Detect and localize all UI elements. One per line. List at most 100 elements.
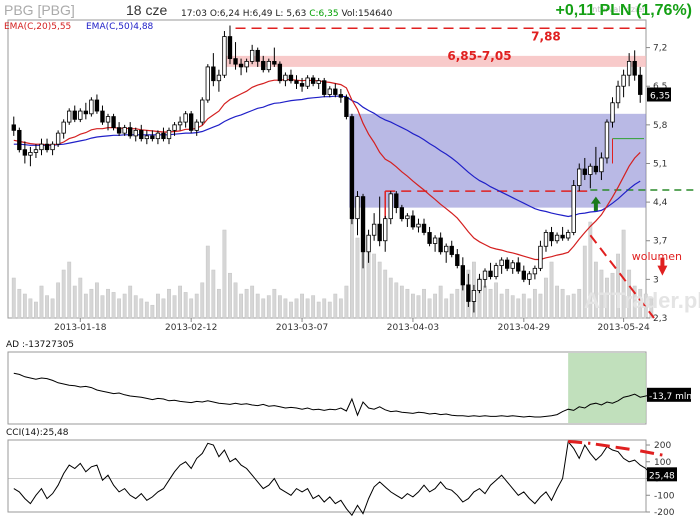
candle <box>632 60 637 76</box>
candle <box>482 270 488 280</box>
candle <box>116 127 122 134</box>
volume-bar <box>83 293 88 319</box>
volume-bar <box>277 295 282 319</box>
date-label: 18 cze <box>126 2 168 18</box>
candle <box>33 149 39 153</box>
volume-bar <box>449 293 454 319</box>
volume-bar <box>106 288 110 319</box>
ema50-label: EMA(C,50)4,88 <box>86 22 154 32</box>
x-tick-label: 2013-04-03 <box>387 323 439 333</box>
candle <box>371 223 377 236</box>
volume-bar <box>527 298 532 319</box>
volume-bar <box>538 293 543 319</box>
volume-bar <box>216 288 221 319</box>
candle <box>28 152 33 156</box>
candle <box>72 110 77 120</box>
volume-bar <box>516 298 521 319</box>
candle <box>588 165 593 175</box>
candle <box>122 127 127 134</box>
y-tick-label: 3,7 <box>653 237 667 247</box>
volume-bar <box>111 292 116 319</box>
candle <box>455 254 460 266</box>
volume-bar <box>355 237 360 319</box>
open-value: O:6,24 <box>209 9 240 19</box>
cci-panel-frame <box>7 439 647 513</box>
consolidation-box <box>349 113 646 208</box>
candle <box>355 196 360 220</box>
volume-bar <box>155 293 160 319</box>
volume-bar <box>289 301 293 319</box>
volume-bar <box>272 288 277 319</box>
candle <box>610 102 615 123</box>
volume-bar <box>250 285 255 319</box>
volume-bar <box>72 285 77 319</box>
time-value: 17:03 <box>181 9 207 19</box>
cci-title: CCI(14):25,48 <box>6 428 69 438</box>
x-tick-label: 2013-04-29 <box>498 323 551 333</box>
green-up-arrow <box>590 196 601 212</box>
candle <box>360 196 366 253</box>
volume-bar <box>571 293 576 319</box>
volume-bar <box>383 269 388 319</box>
ad-last-badge <box>647 387 691 402</box>
candle <box>233 58 238 65</box>
candle <box>266 60 271 71</box>
y-tick-label: 5,8 <box>653 121 668 131</box>
volume-bar <box>416 295 421 319</box>
candle <box>349 116 355 220</box>
candle <box>139 129 144 140</box>
candle <box>227 36 233 60</box>
close-value: C:6,35 <box>309 9 339 19</box>
volume-bar <box>89 288 94 319</box>
volume-bar <box>322 298 327 319</box>
volume-bar <box>78 277 83 319</box>
candle <box>338 94 344 98</box>
candle <box>532 267 538 275</box>
ad-highlight <box>568 353 646 423</box>
volume-bar <box>488 288 493 319</box>
volume-bar <box>45 295 49 319</box>
volume-bar <box>122 293 127 319</box>
volume-bar <box>161 298 166 319</box>
volume-bar <box>189 298 194 319</box>
candle <box>310 77 316 84</box>
cci-divergence-3 <box>639 449 663 457</box>
ad-panel-frame <box>7 351 647 425</box>
interval-watermark: interval: dzień <box>590 5 647 14</box>
volume-bar <box>167 288 171 319</box>
candle <box>582 168 587 175</box>
volume-bar <box>316 301 321 319</box>
candle <box>61 121 66 134</box>
volume-bar <box>338 298 343 319</box>
candle <box>200 99 205 123</box>
volume-bar <box>405 288 410 319</box>
volume-bar <box>388 277 393 319</box>
volume-bar <box>300 293 304 319</box>
candle <box>133 129 138 137</box>
candle <box>244 60 249 68</box>
volume-bar <box>294 298 299 319</box>
volume-bar <box>427 298 432 319</box>
volume-bar <box>67 261 72 319</box>
volume-bar <box>183 292 188 319</box>
annotation-zone-label: 6,85-7,05 <box>447 49 511 63</box>
volume-trend-line <box>589 234 655 319</box>
volume-bar <box>555 285 559 319</box>
candle <box>39 143 44 151</box>
volume-bar <box>455 288 460 319</box>
candle <box>316 80 321 84</box>
candle <box>466 284 471 302</box>
volume-bar <box>11 277 16 319</box>
volume-bar <box>128 285 133 319</box>
candle <box>78 110 83 120</box>
candle <box>150 135 155 140</box>
volume-bar <box>261 298 266 319</box>
cci-tick-label: -200 <box>654 508 675 518</box>
volume-bar <box>588 221 593 319</box>
x-tick-label: 2013-02-12 <box>165 323 217 333</box>
candle <box>205 66 210 101</box>
candle <box>416 223 421 228</box>
volume-bar <box>211 269 216 319</box>
candle <box>288 74 294 82</box>
candle <box>44 143 50 151</box>
